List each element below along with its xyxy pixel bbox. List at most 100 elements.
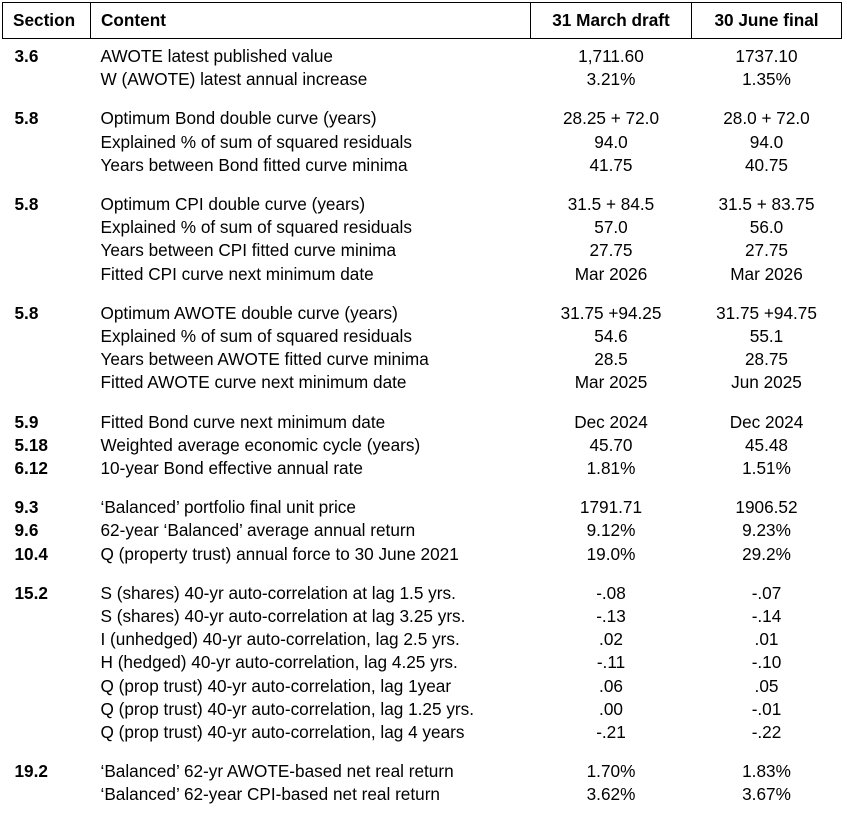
june-final-value: Jun 2025 bbox=[731, 372, 802, 393]
spacer-cell bbox=[3, 395, 842, 411]
march-draft-value: 28.25 + 72.0 bbox=[562, 108, 660, 129]
june-final-value: -.14 bbox=[751, 606, 782, 627]
june-final-value: 1737.10 bbox=[735, 46, 798, 66]
table-row: 9.6 62-year ‘Balanced’ average annual ret… bbox=[3, 519, 842, 542]
group-spacer bbox=[3, 744, 842, 760]
section-number: 5.18 bbox=[14, 434, 48, 455]
june-final-value: 55.1 bbox=[749, 326, 784, 347]
spacer-cell bbox=[3, 91, 842, 107]
june-final-value: 1906.52 bbox=[735, 497, 798, 518]
section-number bbox=[3, 783, 91, 806]
content-label: ‘Balanced’ portfolio final unit price bbox=[100, 497, 356, 518]
group-spacer bbox=[3, 566, 842, 582]
june-final-value: 1.35% bbox=[742, 69, 791, 90]
march-draft-value: 54.6 bbox=[594, 326, 628, 347]
march-draft-value: 27.75 bbox=[589, 240, 633, 261]
june-final-value: 28.75 bbox=[744, 349, 788, 370]
section-number: 15.2 bbox=[14, 582, 48, 603]
group-spacer bbox=[3, 480, 842, 496]
section-number bbox=[3, 371, 91, 394]
march-draft-value: 28.5 bbox=[594, 349, 628, 370]
table-row: Explained % of sum of squared residuals 5… bbox=[3, 216, 842, 239]
section-number bbox=[3, 698, 91, 721]
section-number: 19.2 bbox=[14, 761, 48, 782]
march-draft-value: 41.75 bbox=[589, 154, 633, 175]
table-row: I (unhedged) 40-yr auto-correlation, lag… bbox=[3, 628, 842, 651]
section-number bbox=[3, 721, 91, 744]
content-label: Q (prop trust) 40-yr auto-correlation, l… bbox=[100, 722, 465, 743]
june-final-value: 31.5 + 83.75 bbox=[718, 194, 815, 215]
march-draft-value: 3.21% bbox=[586, 69, 636, 90]
section-number bbox=[3, 628, 91, 651]
table-row: Explained % of sum of squared residuals 9… bbox=[3, 131, 842, 154]
content-label: Weighted average economic cycle (years) bbox=[100, 434, 421, 455]
march-draft-value: Mar 2025 bbox=[574, 372, 648, 393]
march-draft-value: 9.12% bbox=[586, 520, 636, 541]
table-row: 3.6 AWOTE latest published value 1,711.60 1… bbox=[3, 45, 842, 68]
group-spacer bbox=[3, 177, 842, 193]
june-final-value: 40.75 bbox=[744, 154, 788, 175]
section-number bbox=[3, 68, 91, 91]
table-row: Q (prop trust) 40-yr auto-correlation, l… bbox=[3, 721, 842, 744]
spacer-cell bbox=[3, 177, 842, 193]
table-row: Q (prop trust) 40-yr auto-correlation, l… bbox=[3, 675, 842, 698]
section-number: 9.3 bbox=[14, 497, 39, 518]
june-final-value: 31.75 +94.75 bbox=[716, 302, 817, 323]
march-draft-value: 3.62% bbox=[586, 784, 636, 805]
march-draft-value: 1,711.60 bbox=[578, 46, 644, 66]
content-label: Years between Bond fitted curve minima bbox=[100, 154, 408, 175]
header-30-june-final: 30 June final bbox=[691, 2, 842, 39]
table-row: W (AWOTE) latest annual increase 3.21% 1.3… bbox=[3, 68, 842, 91]
content-label: Years between CPI fitted curve minima bbox=[100, 240, 397, 261]
june-final-value: 29.2% bbox=[742, 543, 791, 564]
table-row: S (shares) 40-yr auto-correlation at lag… bbox=[3, 605, 842, 628]
content-label: Q (prop trust) 40-yr auto-correlation, l… bbox=[100, 698, 475, 719]
march-draft-value: 31.75 +94.25 bbox=[560, 302, 662, 323]
section-number bbox=[3, 651, 91, 674]
content-label: 10-year Bond effective annual rate bbox=[100, 458, 363, 479]
spacer-cell bbox=[3, 744, 842, 760]
section-number: 3.6 bbox=[14, 46, 39, 66]
table-row: H (hedged) 40-yr auto-correlation, lag 4… bbox=[3, 651, 842, 674]
table-header: Section Content 31 March draft 30 June f… bbox=[2, 2, 842, 39]
june-final-value: 1.83% bbox=[742, 761, 791, 782]
content-label: Fitted CPI curve next minimum date bbox=[100, 263, 374, 284]
spacer-cell bbox=[3, 286, 842, 302]
march-draft-value: 45.70 bbox=[589, 434, 633, 455]
march-draft-value: -.08 bbox=[596, 582, 626, 603]
section-number: 5.9 bbox=[14, 411, 39, 432]
june-final-value: 9.23% bbox=[742, 520, 791, 541]
table-row: 10.4 Q (property trust) annual force to 3… bbox=[3, 543, 842, 566]
table-row: 5.8 Optimum Bond double curve (years) 28.2… bbox=[3, 107, 842, 130]
june-final-value: 45.48 bbox=[744, 434, 788, 455]
section-number bbox=[3, 325, 91, 348]
table-row: ‘Balanced’ 62-year CPI-based net real re… bbox=[3, 783, 842, 806]
march-draft-value: -.21 bbox=[596, 722, 626, 743]
june-final-value: -.01 bbox=[751, 698, 782, 719]
june-final-value: -.10 bbox=[751, 652, 782, 673]
table-row: Fitted CPI curve next minimum date Mar 20… bbox=[3, 263, 842, 286]
content-label: S (shares) 40-yr auto-correlation at lag… bbox=[100, 606, 466, 627]
content-label: 62-year ‘Balanced’ average annual return bbox=[100, 520, 416, 541]
table-row: Explained % of sum of squared residuals 5… bbox=[3, 325, 842, 348]
section-number: 5.8 bbox=[14, 302, 39, 323]
table-row: Years between CPI fitted curve minima 27.… bbox=[3, 239, 842, 262]
table-row: Years between AWOTE fitted curve minima 2… bbox=[3, 348, 842, 371]
content-label: S (shares) 40-yr auto-correlation at lag… bbox=[100, 582, 456, 603]
content-label: Optimum CPI double curve (years) bbox=[100, 194, 366, 215]
section-number: 9.6 bbox=[14, 520, 39, 541]
section-number bbox=[3, 154, 91, 177]
content-label: Explained % of sum of squared residuals bbox=[100, 131, 412, 152]
content-label: ‘Balanced’ 62-year CPI-based net real re… bbox=[100, 784, 440, 805]
march-draft-value: -.11 bbox=[596, 652, 626, 673]
june-final-value: Dec 2024 bbox=[729, 411, 804, 432]
table-row: 19.2 ‘Balanced’ 62-yr AWOTE-based net rea… bbox=[3, 760, 842, 783]
table-row: Years between Bond fitted curve minima 41… bbox=[3, 154, 842, 177]
content-label: Q (prop trust) 40-yr auto-correlation, l… bbox=[100, 675, 452, 696]
section-number: 5.8 bbox=[14, 108, 39, 129]
header-section: Section bbox=[2, 2, 91, 39]
section-number bbox=[3, 239, 91, 262]
table-row: 5.18 Weighted average economic cycle (yea… bbox=[3, 434, 842, 457]
march-draft-value: 57.0 bbox=[594, 217, 628, 238]
group-spacer bbox=[3, 395, 842, 411]
